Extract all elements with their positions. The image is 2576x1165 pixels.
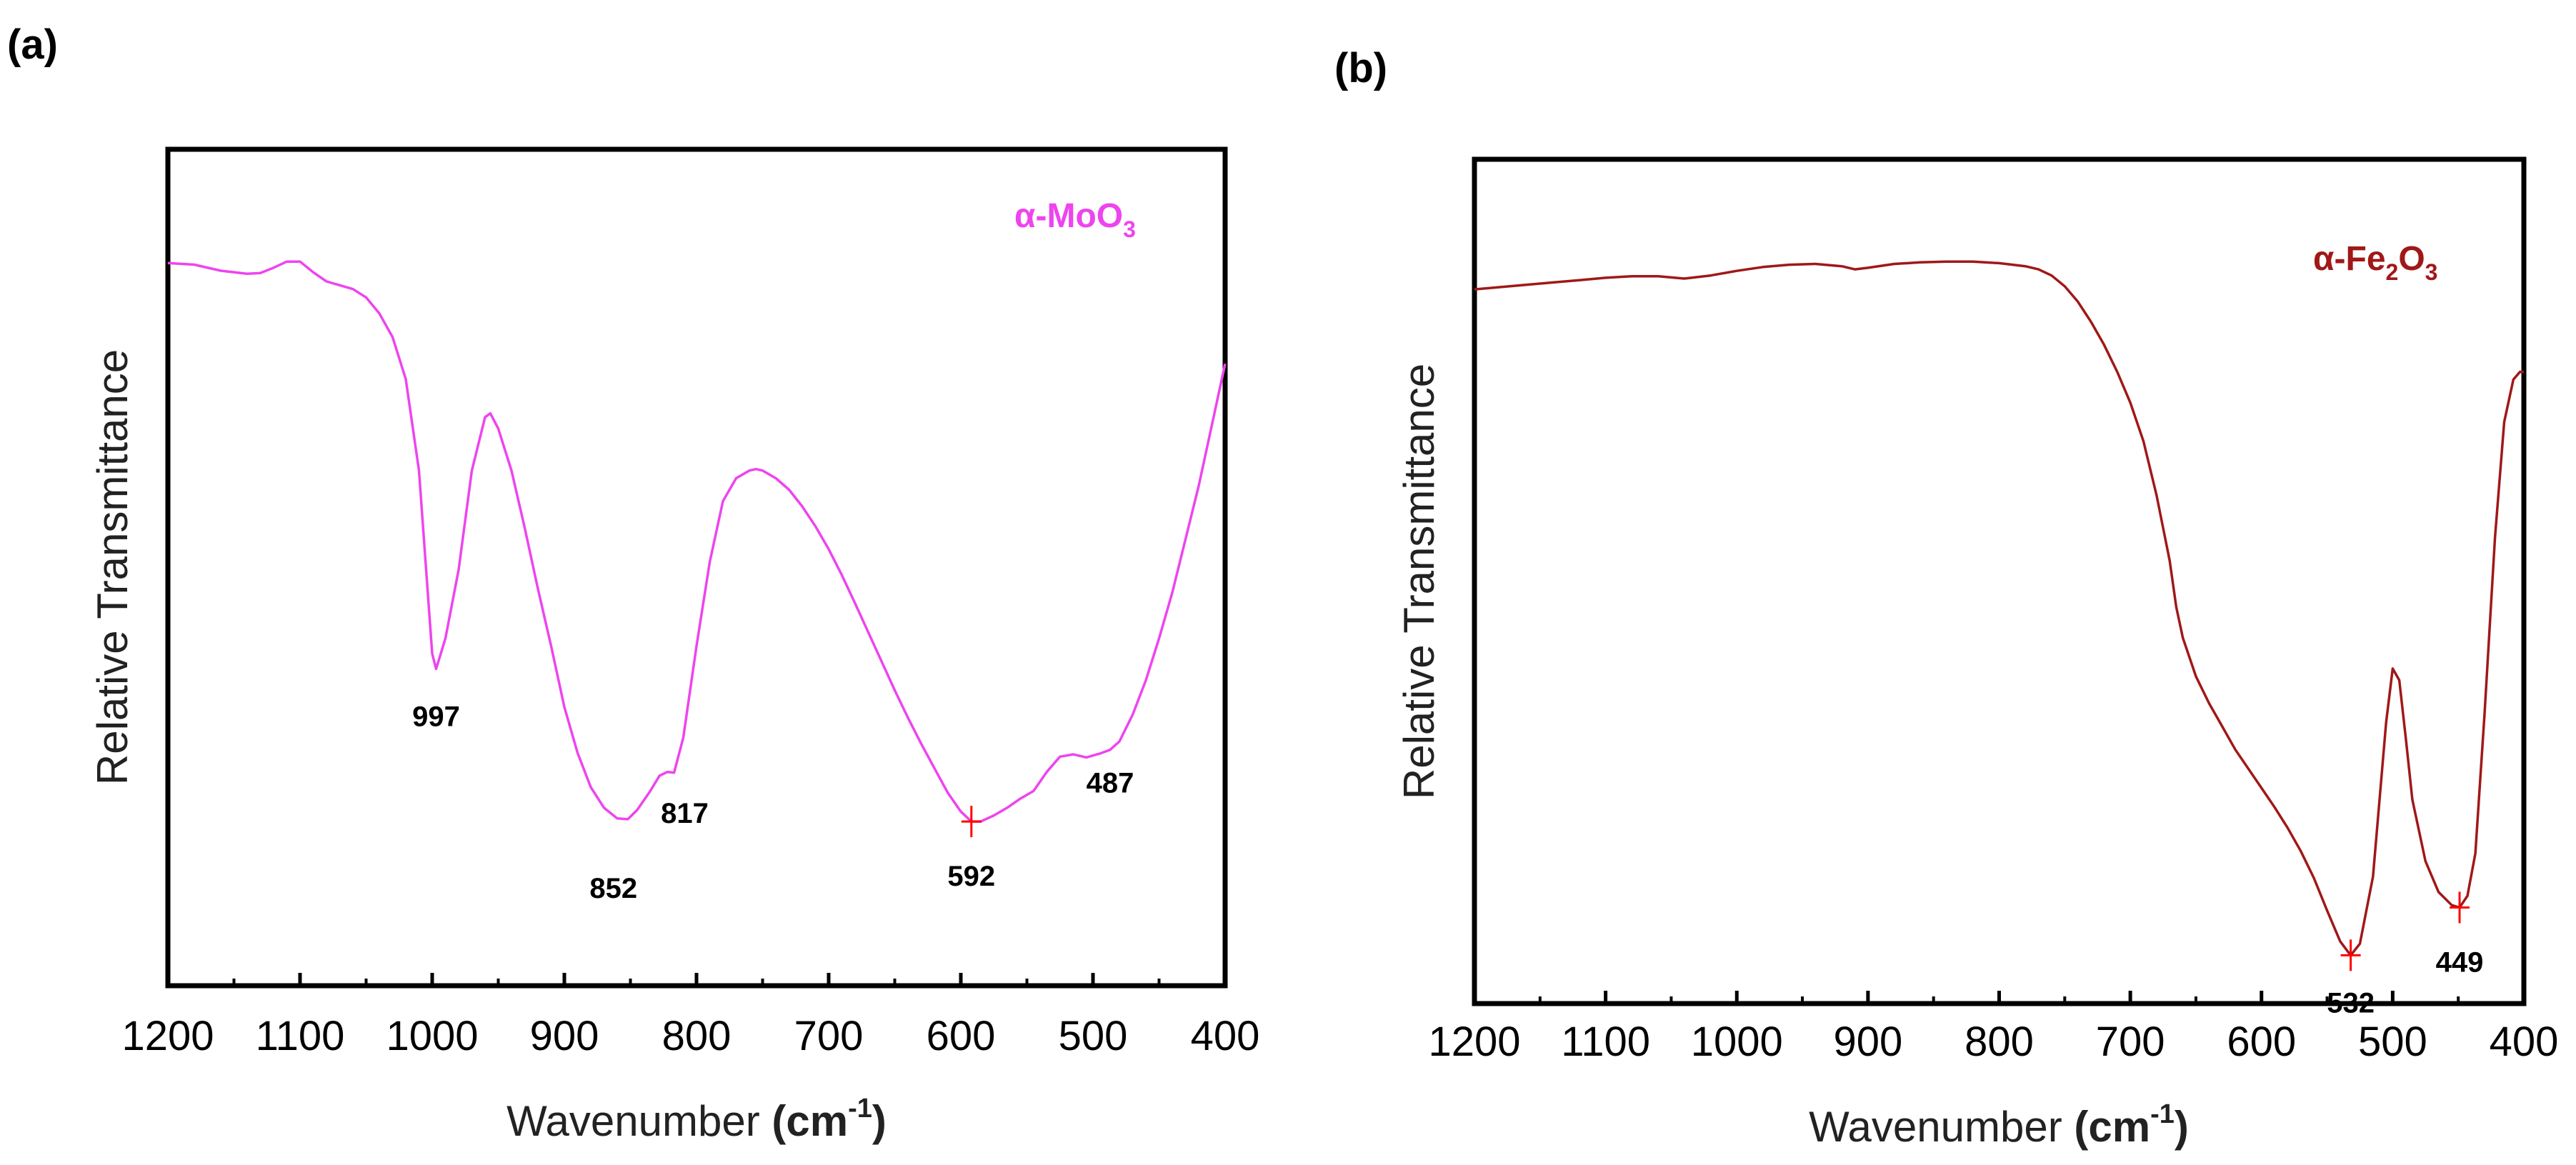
panel-a-y-axis-label: Relative Transmittance [89, 349, 136, 785]
panel-b-x-tick-label-900: 900 [1833, 1019, 1902, 1065]
panel-a-peak-label-817: 817 [661, 798, 709, 829]
panel-a-x-axis-label: Wavenumber (cm-1) [506, 1094, 887, 1145]
panel-a-peak-label-997: 997 [412, 701, 460, 733]
panel-b-series-line [1474, 260, 2524, 957]
panel-b-letter: (b) [1334, 45, 1387, 91]
panel-a-series-label: α-MoO3 [1014, 197, 1136, 242]
panel-b-x-axis-unit-close: ) [2175, 1103, 2189, 1151]
panel-b-x-axis-unit-exponent: -1 [2150, 1099, 2175, 1129]
panel-b-x-tick-label-700: 700 [2096, 1019, 2165, 1065]
panel-b-series-label: α-Fe2O3 [2313, 240, 2437, 285]
panel-a-x-tick-label-600: 600 [927, 1013, 996, 1059]
panel-a-peak-label-852: 852 [589, 873, 637, 904]
panel-a-x-tick-label-1200: 1200 [121, 1013, 214, 1059]
panel-a-x-tick-label-400: 400 [1191, 1013, 1260, 1059]
panel-a-plot-frame [165, 146, 1228, 989]
panel-a: (a) 997 852 817 592 487 1200 1100 1000 900 800 70… [7, 21, 1259, 1145]
panel-a-x-tick-label-1100: 1100 [256, 1013, 345, 1059]
panel-b-x-tick-label-1200: 1200 [1428, 1019, 1520, 1065]
panel-b-x-tick-label-800: 800 [1965, 1019, 2034, 1065]
panel-b-x-tick-label-1000: 1000 [1691, 1019, 1783, 1065]
panel-b-x-tick-label-600: 600 [2227, 1019, 2296, 1065]
panel-a-letter: (a) [7, 21, 58, 68]
panel-b-x-axis-unit: (cm [2074, 1103, 2150, 1151]
panel-b: (b) 532 449 1200 1100 1000 900 800 700 600 500 40… [1334, 45, 2558, 1151]
panel-b-series-prefix: α-Fe [2313, 240, 2386, 278]
panel-b-x-tick-label-1100: 1100 [1561, 1019, 1650, 1065]
panel-a-x-tick-label-900: 900 [530, 1013, 599, 1059]
panel-a-series-subscript: 3 [1123, 216, 1136, 242]
panel-a-x-tick-label-1000: 1000 [386, 1013, 478, 1059]
panel-b-series-mid: O [2398, 240, 2425, 278]
panel-b-x-axis-title: Wavenumber [1809, 1103, 2074, 1151]
panel-b-y-axis-label: Relative Transmittance [1395, 364, 1443, 799]
panel-a-x-axis-title: Wavenumber [506, 1097, 772, 1145]
panel-b-x-tick-label-500: 500 [2358, 1019, 2427, 1065]
panel-a-x-tick-label-800: 800 [662, 1013, 732, 1059]
panel-a-x-axis-unit: (cm [772, 1097, 848, 1145]
panel-b-series-subscript: 2 [2386, 259, 2399, 285]
panel-b-peak-label-449: 449 [2436, 946, 2484, 978]
panel-a-peak-label-592: 592 [947, 861, 995, 892]
panel-b-x-axis-label: Wavenumber (cm-1) [1809, 1099, 2189, 1151]
panel-a-series-prefix: α-MoO [1014, 197, 1123, 235]
panel-a-x-axis-unit-exponent: -1 [848, 1094, 872, 1124]
panel-b-series-subscript2: 3 [2425, 259, 2438, 285]
panel-a-series-line [167, 260, 1227, 823]
panel-a-x-tick-label-500: 500 [1059, 1013, 1128, 1059]
panel-b-x-tick-label-400: 400 [2490, 1019, 2559, 1065]
panel-b-peak-label-532: 532 [2327, 987, 2375, 1019]
panel-a-x-tick-label-700: 700 [794, 1013, 864, 1059]
panel-a-x-axis-unit-close: ) [872, 1097, 887, 1145]
panel-b-plot-frame [1472, 156, 2527, 1006]
panel-a-peak-label-487: 487 [1087, 768, 1134, 799]
